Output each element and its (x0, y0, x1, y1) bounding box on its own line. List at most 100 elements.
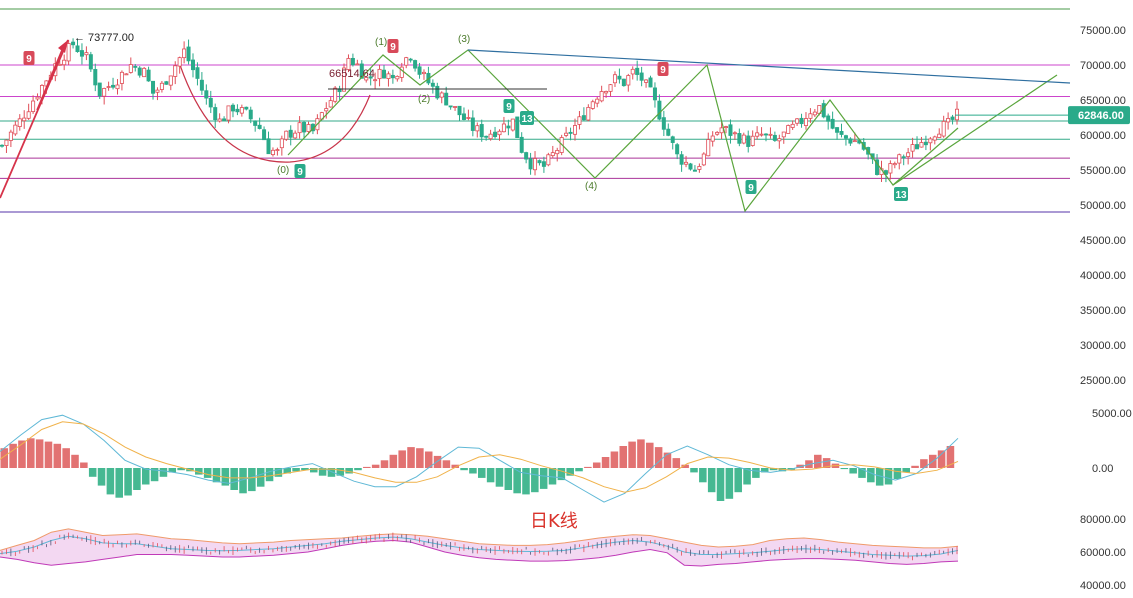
band-tick-label: 80000.00 (1080, 514, 1126, 526)
candle-body (213, 107, 218, 121)
macd-bar (124, 468, 132, 496)
band-tick-label: 60000.00 (1080, 547, 1126, 559)
macd-bar (380, 460, 389, 468)
candle-body (279, 138, 284, 149)
candle-body (519, 136, 524, 153)
candle-body (875, 159, 880, 175)
candle-body (390, 74, 395, 79)
candle-body (932, 136, 937, 141)
candle-body (435, 85, 440, 99)
macd-bar (707, 468, 716, 493)
candle-body (177, 57, 182, 67)
macd-fast-line (0, 414, 959, 503)
candle-body (888, 163, 893, 174)
candle-body (781, 131, 786, 138)
candle-body (701, 153, 706, 166)
candle-body (439, 92, 444, 98)
middle-band-line (0, 535, 959, 557)
horizontal-levels (0, 8, 1070, 213)
macd-bar (177, 468, 185, 471)
candle-body (755, 132, 760, 137)
candle-body (453, 106, 458, 108)
macd-bar (539, 468, 548, 489)
candle-body (293, 132, 298, 139)
macd-bar (875, 468, 884, 486)
candle-body (493, 131, 498, 137)
candle-body (146, 69, 151, 82)
candle-body (541, 161, 546, 167)
macd-panel: 5000.00 0.00 (0, 408, 1132, 503)
macd-bar (292, 468, 300, 472)
macd-bar (522, 468, 530, 495)
candle-body (617, 75, 622, 80)
candle-body (692, 169, 697, 172)
candle-body (946, 118, 951, 123)
candle-body (501, 123, 506, 133)
macd-bar (133, 468, 141, 490)
candle-body (568, 131, 573, 134)
candle-body (186, 46, 191, 62)
candle-body (173, 65, 178, 77)
candle-body (346, 58, 351, 70)
candle-body (777, 138, 782, 142)
candle-body (533, 158, 538, 171)
candle-body (479, 124, 484, 138)
candle-body (621, 78, 626, 87)
candle-body (839, 131, 844, 135)
candle-body (297, 122, 302, 134)
candle-body (244, 106, 249, 110)
macd-bar (345, 468, 353, 474)
macd-bar (150, 468, 159, 482)
candle-body (550, 152, 555, 157)
macd-tick-label: 0.00 (1092, 463, 1113, 475)
candle-body (350, 57, 355, 66)
count-badge (387, 39, 399, 53)
macd-bar (27, 438, 35, 468)
count-badge (657, 62, 669, 76)
macd-bar (53, 443, 62, 468)
macd-bar (858, 468, 866, 478)
wave-label: (3) (458, 34, 470, 45)
candle-body (666, 128, 671, 136)
current-price-label: 62846.00 (1078, 110, 1124, 122)
macd-bar (884, 468, 893, 485)
candle-body (461, 113, 466, 120)
candle-body (670, 136, 675, 143)
candle-body (737, 133, 742, 144)
macd-bar (283, 468, 292, 474)
candle-body (555, 150, 560, 155)
panel-title: 日K线 (530, 511, 578, 532)
macd-bar (88, 468, 97, 477)
candle-body (803, 118, 808, 126)
candle-body (306, 124, 311, 132)
macd-bar (230, 468, 238, 490)
candle-body (612, 74, 617, 84)
macd-bar (168, 468, 177, 473)
candle-body (359, 63, 364, 79)
candle-body (115, 84, 120, 90)
count-badge-label: 9 (506, 102, 512, 113)
candle-body (599, 91, 604, 102)
candle-body (955, 108, 960, 121)
candle-body (57, 63, 62, 66)
wave-label: (2) (418, 94, 430, 105)
macd-bar (442, 460, 451, 468)
candle-body (795, 118, 800, 124)
macd-bar (203, 468, 212, 478)
count-badge (520, 111, 534, 125)
macd-bar (265, 468, 274, 482)
macd-bar (248, 468, 256, 492)
wave-label: (4) (585, 181, 597, 192)
macd-bar (637, 439, 645, 468)
candle-body (71, 41, 76, 46)
candle-body (786, 125, 791, 134)
macd-bar (62, 448, 70, 468)
macd-bar (478, 468, 486, 478)
candle-body (768, 133, 773, 136)
trend-drawings (0, 39, 1071, 213)
count-badge-label: 13 (895, 190, 907, 201)
candle-body (790, 123, 795, 128)
macd-bar (407, 447, 415, 468)
candle-body (715, 131, 720, 135)
